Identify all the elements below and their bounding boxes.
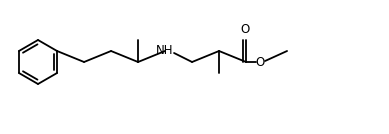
Text: NH: NH [156,44,174,57]
Text: O: O [256,55,265,68]
Text: O: O [240,23,250,36]
